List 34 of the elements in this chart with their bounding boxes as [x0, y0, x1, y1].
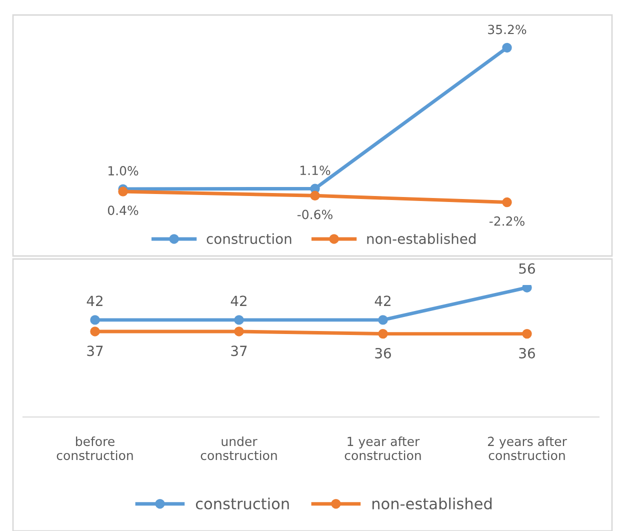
- point: [90, 315, 100, 325]
- x-tick-label: 1 year after construction: [344, 436, 421, 460]
- point: [378, 328, 388, 339]
- x-tick-label: under construction: [200, 436, 277, 460]
- point: [310, 190, 320, 201]
- point: [522, 285, 532, 292]
- data-label: 42: [230, 296, 246, 306]
- data-label: 36: [519, 348, 535, 358]
- data-label: 42: [86, 296, 102, 306]
- data-label: 1.1%: [300, 166, 330, 176]
- point: [234, 326, 244, 336]
- x-tick-label: before construction: [56, 436, 133, 460]
- point: [234, 315, 244, 325]
- point: [118, 186, 128, 196]
- legend-label: construction: [196, 498, 289, 510]
- data-label: -0.6%: [297, 210, 332, 220]
- point: [522, 328, 532, 339]
- data-label: 37: [87, 346, 103, 356]
- data-label: 37: [231, 346, 247, 356]
- data-label: 56: [519, 263, 535, 274]
- data-label: 36: [375, 348, 391, 358]
- data-label: 1.0%: [108, 166, 138, 176]
- legend-label: construction: [206, 233, 292, 244]
- point: [502, 42, 512, 53]
- point: [90, 326, 100, 336]
- legend-label: non-established: [367, 233, 476, 244]
- data-label: 35.2%: [488, 24, 526, 34]
- legend-label: non-established: [372, 498, 492, 510]
- data-label: -2.2%: [489, 216, 524, 226]
- point: [378, 315, 388, 325]
- data-label: 42: [374, 296, 390, 306]
- data-label: 0.4%: [108, 206, 138, 216]
- x-tick-label: 2 years after construction: [488, 436, 567, 460]
- point: [502, 197, 512, 208]
